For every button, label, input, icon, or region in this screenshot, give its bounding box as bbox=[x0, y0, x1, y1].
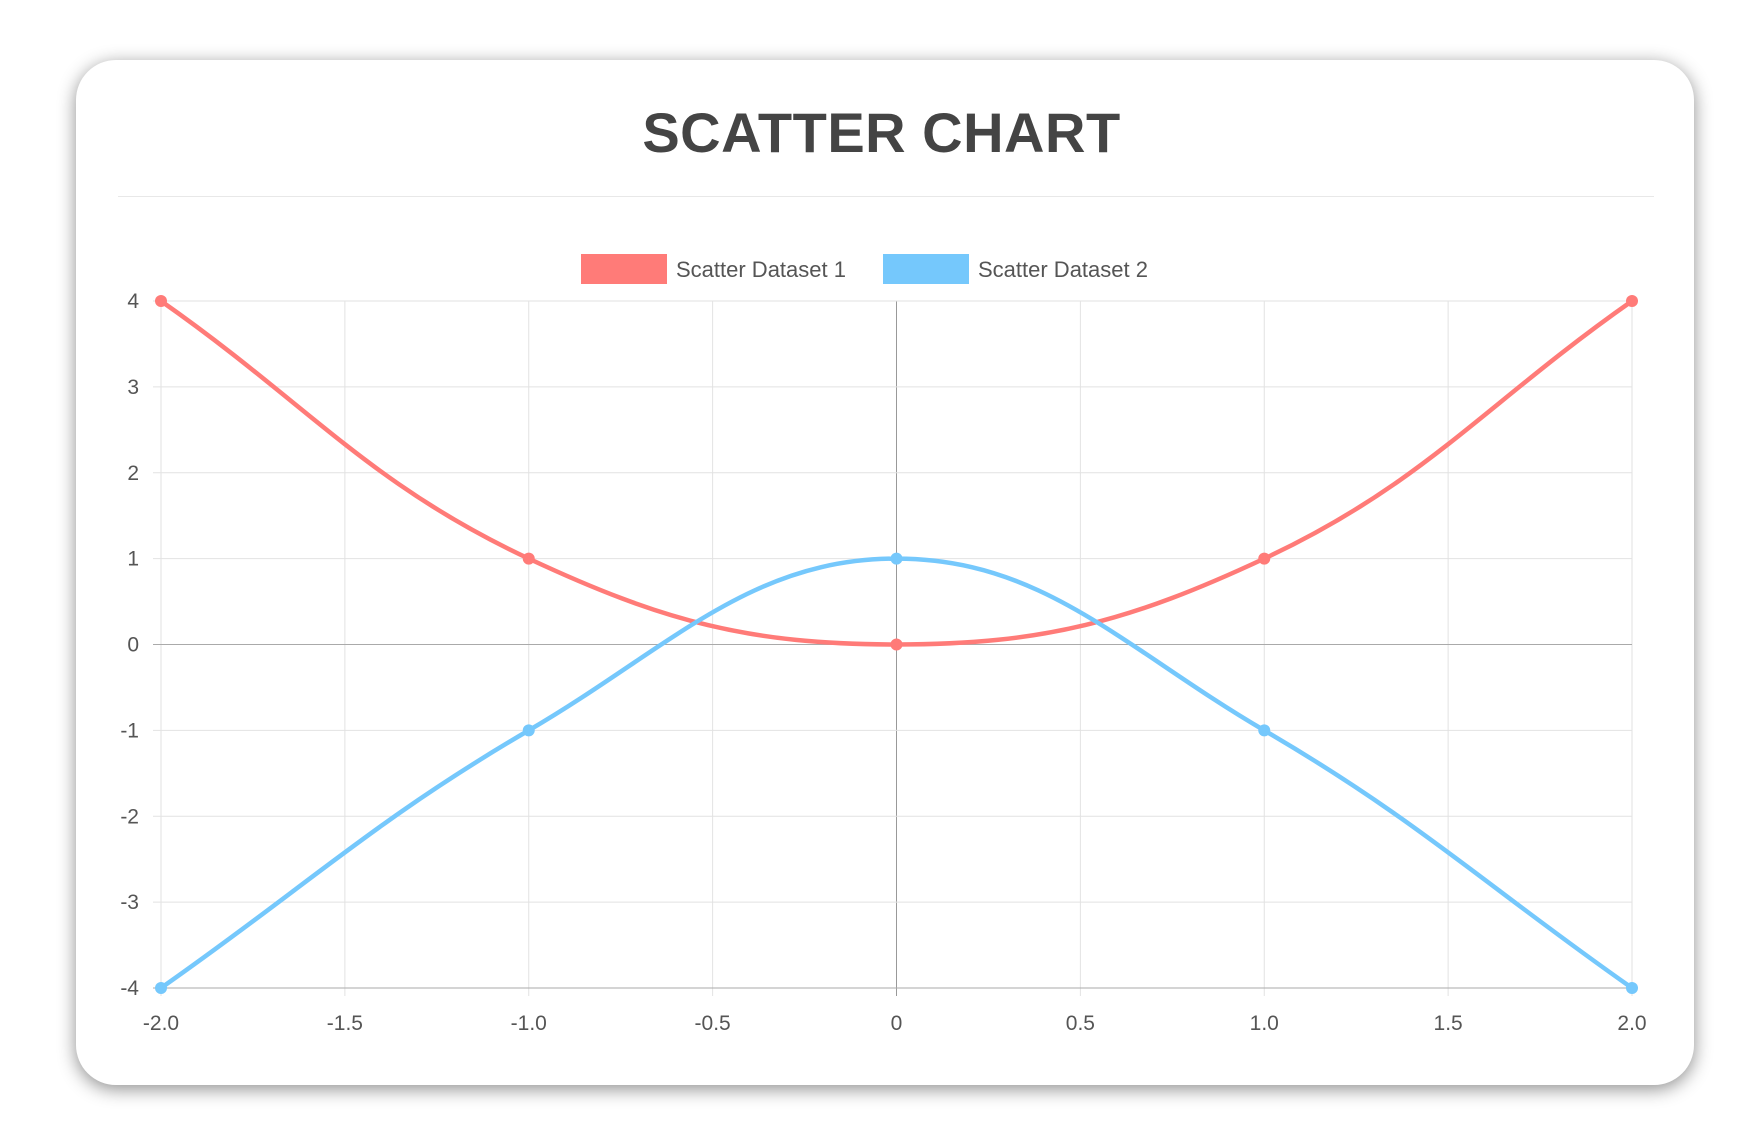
data-point bbox=[522, 552, 535, 565]
x-tick-label: -1.5 bbox=[327, 1012, 363, 1035]
title-divider bbox=[118, 196, 1654, 197]
data-point bbox=[1626, 982, 1638, 994]
x-tick-label: 2.0 bbox=[1617, 1012, 1646, 1035]
legend-swatch bbox=[581, 254, 667, 284]
chart-card bbox=[76, 60, 1694, 1085]
y-tick-label: 2 bbox=[127, 462, 139, 485]
y-tick-label: -1 bbox=[120, 719, 139, 742]
y-tick-label: 0 bbox=[127, 634, 139, 657]
y-tick-label: -4 bbox=[120, 977, 139, 1000]
y-tick-label: 3 bbox=[127, 376, 139, 399]
data-point bbox=[155, 295, 167, 307]
y-tick-label: 1 bbox=[127, 548, 139, 571]
x-tick-label: -0.5 bbox=[695, 1012, 731, 1035]
data-point bbox=[1258, 724, 1271, 737]
data-point bbox=[1626, 295, 1638, 307]
x-tick-label: -1.0 bbox=[511, 1012, 547, 1035]
legend-label: Scatter Dataset 2 bbox=[978, 257, 1148, 282]
legend-label: Scatter Dataset 1 bbox=[676, 257, 846, 282]
data-point bbox=[890, 638, 903, 651]
x-tick-label: 1.0 bbox=[1250, 1012, 1279, 1035]
x-tick-label: 0.5 bbox=[1066, 1012, 1095, 1035]
y-tick-label: -3 bbox=[120, 891, 139, 914]
data-point bbox=[155, 982, 167, 994]
data-point bbox=[522, 724, 535, 737]
data-point bbox=[890, 552, 903, 565]
y-tick-label: -2 bbox=[120, 805, 139, 828]
y-tick-label: 4 bbox=[127, 290, 139, 313]
x-tick-label: 1.5 bbox=[1434, 1012, 1463, 1035]
chart-title: SCATTER CHART bbox=[642, 101, 1121, 164]
legend-swatch bbox=[883, 254, 969, 284]
x-tick-label: -2.0 bbox=[143, 1012, 179, 1035]
data-point bbox=[1258, 552, 1271, 565]
x-tick-label: 0 bbox=[891, 1012, 903, 1035]
